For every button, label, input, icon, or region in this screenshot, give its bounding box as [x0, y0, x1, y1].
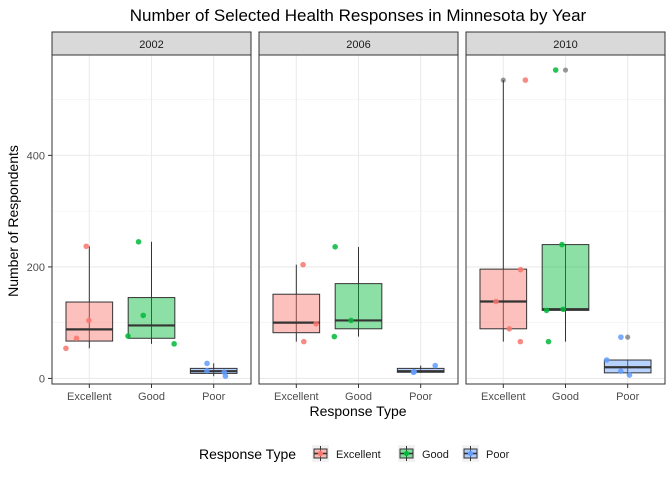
data-point: [493, 298, 499, 305]
box-good: [331, 244, 383, 340]
data-point: [332, 244, 338, 250]
box-poor: [189, 360, 238, 379]
x-tick-label: Poor: [202, 391, 226, 403]
box-good: [125, 239, 177, 347]
data-point: [618, 334, 624, 340]
data-point: [83, 243, 90, 250]
data-point: [222, 373, 229, 379]
data-point: [140, 312, 147, 319]
x-tick-label: Excellent: [67, 391, 112, 403]
box-iqr: [541, 244, 590, 311]
legend-key-excellent: Excellent: [312, 445, 381, 462]
y-axis: 0 200 400: [27, 150, 52, 385]
data-point: [432, 362, 438, 369]
legend-key-good: Good: [398, 445, 449, 462]
y-axis-label: Number of Respondents: [5, 145, 21, 297]
data-point: [348, 317, 354, 324]
data-point: [73, 335, 80, 342]
data-point: [552, 67, 559, 73]
facet-panel-2006: 2006 Excellent Good Poor: [258, 31, 459, 403]
data-point: [331, 333, 338, 340]
data-point: [560, 306, 566, 313]
data-point: [86, 317, 92, 324]
y-tick-label: 400: [27, 150, 45, 162]
data-point: [559, 241, 565, 248]
box-poor: [396, 362, 445, 376]
x-tick-label: Good: [138, 391, 165, 403]
x-tick-label: Poor: [616, 391, 640, 403]
data-point: [301, 338, 307, 345]
facet-strip-label: 2010: [553, 39, 577, 51]
box-excellent: [272, 261, 321, 345]
data-point: [313, 320, 319, 327]
legend-point: [403, 450, 410, 457]
box-good: [541, 67, 590, 345]
data-point: [545, 338, 552, 345]
data-point: [125, 333, 131, 339]
legend-point: [317, 450, 324, 457]
outlier-point: [562, 67, 569, 73]
legend-title: Response Type: [199, 446, 296, 462]
box-iqr: [272, 293, 321, 334]
data-point: [204, 360, 210, 367]
legend-label: Poor: [486, 449, 510, 461]
legend-key-poor: Poor: [462, 445, 510, 462]
data-point: [517, 338, 524, 345]
x-tick-label: Poor: [409, 391, 433, 403]
data-point: [543, 307, 550, 314]
box-poor: [603, 334, 652, 378]
legend: Response Type Excellent Good Poor: [199, 445, 510, 462]
data-point: [506, 325, 513, 332]
data-point: [135, 239, 142, 245]
legend-label: Excellent: [336, 449, 381, 461]
outlier-point: [500, 77, 506, 83]
outlier-point: [625, 334, 631, 340]
facet-strip-label: 2006: [346, 39, 370, 51]
x-tick-label: Excellent: [481, 391, 526, 403]
x-tick-label: Good: [345, 391, 372, 403]
data-point: [63, 345, 69, 352]
y-tick-label: 0: [39, 373, 45, 385]
data-point: [626, 372, 633, 378]
data-point: [522, 77, 529, 83]
x-tick-label: Good: [552, 391, 579, 403]
y-tick-label: 200: [27, 262, 45, 274]
box-iqr: [127, 297, 176, 339]
facet-panel-2010: 2010 Excellent Good Poor: [465, 31, 666, 403]
box-iqr: [479, 268, 528, 330]
facet-panel-2002: 2002 Excellent Good Poor: [51, 31, 252, 403]
legend-label: Good: [422, 449, 449, 461]
data-point: [204, 367, 210, 374]
x-tick-label: Excellent: [274, 391, 319, 403]
data-point: [603, 357, 610, 363]
data-point: [410, 369, 417, 376]
data-point: [517, 266, 524, 273]
box-excellent: [479, 77, 529, 345]
data-point: [300, 261, 306, 268]
box-excellent: [63, 243, 114, 352]
facet-panels: 2002 Excellent Good Poor 2006 Excellent Good Po…: [51, 31, 666, 403]
data-point: [617, 368, 624, 374]
x-axis-label: Response Type: [309, 403, 406, 419]
box-iqr: [334, 283, 383, 330]
facet-strip-label: 2002: [139, 39, 163, 51]
data-point: [171, 341, 177, 347]
legend-point: [467, 450, 474, 457]
chart-title: Number of Selected Health Responses in M…: [130, 6, 587, 25]
